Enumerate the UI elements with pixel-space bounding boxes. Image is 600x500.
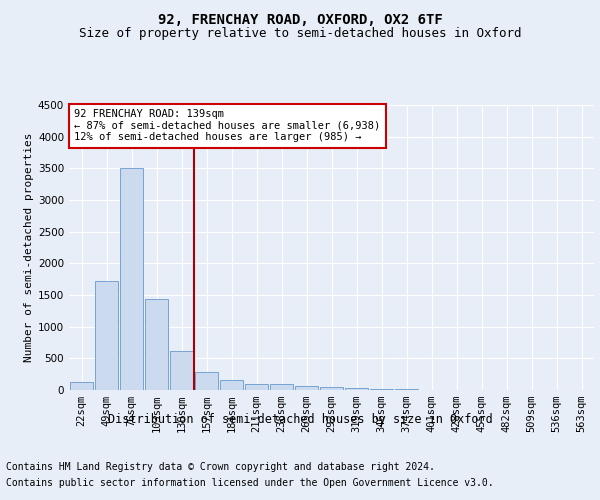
Bar (95, 281, 118, 390)
Bar (194, 372, 218, 390)
Bar (269, 384, 293, 390)
Bar (320, 388, 343, 390)
Bar (245, 384, 268, 390)
Bar (170, 351, 193, 390)
Text: 92, FRENCHAY ROAD, OXFORD, OX2 6TF: 92, FRENCHAY ROAD, OXFORD, OX2 6TF (158, 12, 442, 26)
Bar (220, 380, 244, 390)
Text: 92 FRENCHAY ROAD: 139sqm
← 87% of semi-detached houses are smaller (6,938)
12% o: 92 FRENCHAY ROAD: 139sqm ← 87% of semi-d… (74, 110, 380, 142)
Bar (344, 388, 368, 390)
Text: Contains HM Land Registry data © Crown copyright and database right 2024.: Contains HM Land Registry data © Crown c… (6, 462, 435, 472)
Bar (119, 168, 143, 390)
Text: Size of property relative to semi-detached houses in Oxford: Size of property relative to semi-detach… (79, 28, 521, 40)
Text: Contains public sector information licensed under the Open Government Licence v3: Contains public sector information licen… (6, 478, 494, 488)
Bar (295, 386, 319, 390)
Bar (370, 388, 394, 390)
Bar (70, 382, 94, 390)
Bar (145, 299, 169, 390)
Y-axis label: Number of semi-detached properties: Number of semi-detached properties (24, 132, 34, 362)
Text: Distribution of semi-detached houses by size in Oxford: Distribution of semi-detached houses by … (107, 412, 493, 426)
